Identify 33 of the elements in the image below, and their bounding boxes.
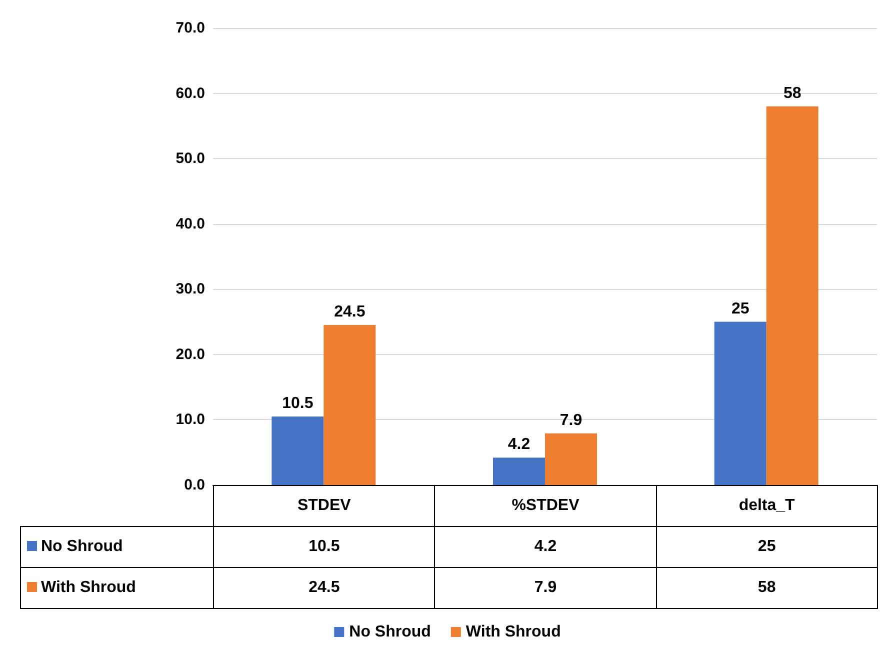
bar (493, 458, 545, 485)
y-tick-label: 50.0 (176, 150, 205, 168)
text: 58 (656, 568, 878, 608)
data-label: 58 (783, 84, 802, 102)
y-tick-label: 40.0 (176, 215, 205, 232)
text: 25 (656, 526, 878, 568)
x-tick-label: %STDEV (434, 486, 656, 526)
text: 24.5 (214, 568, 435, 608)
bar (272, 416, 324, 485)
y-tick-label: 60.0 (176, 84, 205, 102)
x-tick-label: STDEV (214, 486, 435, 526)
bar (714, 322, 766, 485)
legend-label: With Shroud (466, 624, 561, 640)
data-label: 10.5 (282, 394, 314, 412)
legend-label: No Shroud (349, 624, 431, 640)
text: 4.2 (434, 526, 656, 568)
y-tick-label: 10.0 (176, 411, 205, 428)
data-label: 7.9 (560, 412, 582, 429)
data-label: 4.2 (508, 436, 530, 454)
y-tick-label: 20.0 (176, 346, 205, 363)
y-tick-label: 0.0 (184, 476, 205, 494)
bar (324, 325, 376, 485)
data-label: 25 (731, 300, 750, 318)
data-label: 24.5 (334, 304, 366, 321)
bar (545, 433, 597, 485)
text: No Shroud (41, 538, 123, 555)
x-tick-label: delta_T (656, 486, 878, 526)
text: 10.5 (214, 526, 435, 568)
y-tick-label: 70.0 (176, 20, 205, 36)
text: With Shroud (41, 579, 136, 596)
text: 7.9 (434, 568, 656, 608)
y-tick-label: 30.0 (176, 280, 205, 298)
bar (766, 106, 818, 485)
